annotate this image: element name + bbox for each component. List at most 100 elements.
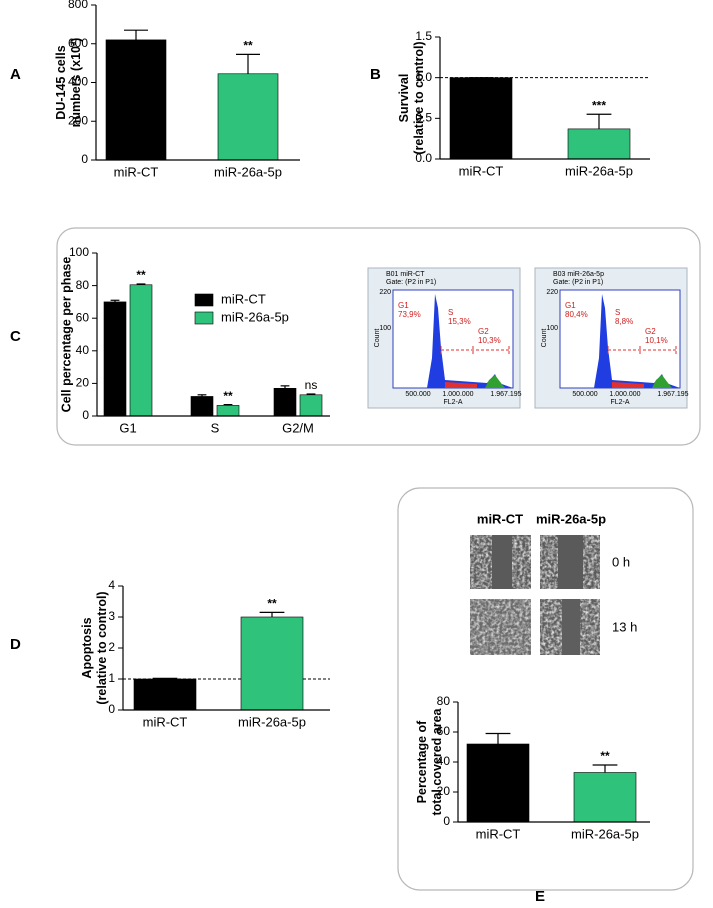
flow-plot-area xyxy=(392,289,514,389)
error-bar xyxy=(592,764,618,773)
y-axis-label: Cell percentage per phase xyxy=(59,257,73,413)
y-tick-label: 60 xyxy=(76,310,90,324)
significance: ** xyxy=(600,749,610,763)
flow-x-tick-label: 1.967.195 xyxy=(490,391,521,398)
panel-label: E xyxy=(535,888,545,905)
bar xyxy=(573,772,637,823)
flow-title: B03 miR-26a-5p xyxy=(553,271,604,278)
flow-title: B01 miR-CT xyxy=(386,271,425,278)
flow-phase-name: S xyxy=(448,308,453,317)
flow-x-label: FL2-A xyxy=(443,399,462,406)
panel-label: B xyxy=(370,66,381,83)
flow-gate: Gate: (P2 in P1) xyxy=(386,279,436,286)
flow-phase-percent: 10,3% xyxy=(478,336,501,345)
y-axis-label: numbers (x10³) xyxy=(69,38,83,128)
error-bar xyxy=(485,732,511,744)
x-tick-label: S xyxy=(211,420,220,435)
bar xyxy=(190,396,214,417)
flow-phase-percent: 15,3% xyxy=(448,317,471,326)
error-bar xyxy=(259,611,285,617)
y-tick-label: 2 xyxy=(108,640,115,654)
y-tick-label: 20 xyxy=(437,784,451,798)
bar xyxy=(466,743,530,823)
error-bar xyxy=(236,53,260,74)
y-tick-label: 40 xyxy=(76,343,90,357)
flow-phase-name: G2 xyxy=(645,327,656,336)
bar xyxy=(299,394,323,417)
y-tick-label: 100 xyxy=(69,245,89,259)
y-tick-label: 4 xyxy=(108,578,115,592)
y-axis-label: DU-145 cells xyxy=(54,45,68,119)
flow-x-tick-label: 500.000 xyxy=(405,391,430,398)
significance: ** xyxy=(223,389,233,403)
x-tick-label: miR-26a-5p xyxy=(571,826,639,841)
bar xyxy=(216,405,240,417)
flow-phase-name: S xyxy=(615,308,620,317)
y-axis-label: total covered area xyxy=(430,707,444,815)
flow-phase-percent: 8,8% xyxy=(615,317,633,326)
error-bar xyxy=(586,113,612,129)
flow-y-label: Count xyxy=(541,329,548,348)
bar xyxy=(129,284,153,417)
x-tick-label: miR-26a-5p xyxy=(565,163,633,178)
significance: *** xyxy=(592,98,606,112)
micrograph-row-label: 13 h xyxy=(612,619,637,634)
y-tick-label: 20 xyxy=(76,376,90,390)
x-tick-label: miR-26a-5p xyxy=(214,164,282,179)
bar xyxy=(103,301,127,417)
flow-s-phase xyxy=(612,382,644,388)
error-bar xyxy=(152,677,178,679)
y-axis-label: (relative to control) xyxy=(95,591,109,704)
panel-label: A xyxy=(10,66,21,83)
flow-phase-name: G2 xyxy=(478,327,489,336)
flow-x-tick-label: 500.000 xyxy=(572,391,597,398)
flow-y-tick-label: 220 xyxy=(546,289,558,296)
flow-y-tick-label: 220 xyxy=(379,289,391,296)
bar xyxy=(217,73,279,161)
panel-label: C xyxy=(10,328,21,345)
y-tick-label: 40 xyxy=(437,754,451,768)
x-tick-label: G2/M xyxy=(282,420,314,435)
x-tick-label: miR-CT xyxy=(459,163,504,178)
bar xyxy=(273,387,297,417)
legend-label: miR-CT xyxy=(221,291,266,306)
y-axis-label: Percentage of xyxy=(415,720,429,804)
flow-gates xyxy=(607,346,677,354)
x-tick-label: miR-CT xyxy=(143,714,188,729)
micrograph-row-label: 0 h xyxy=(612,554,630,569)
error-bar xyxy=(124,29,148,40)
y-axis-label: Apoptosis xyxy=(80,617,94,678)
error-bar xyxy=(223,403,233,406)
significance: ** xyxy=(267,597,277,611)
y-tick-label: 0 xyxy=(108,702,115,716)
micrographs xyxy=(470,535,600,655)
flow-s-phase xyxy=(445,382,477,388)
panel-e-frame xyxy=(397,487,694,891)
flow-gate: Gate: (P2 in P1) xyxy=(553,279,603,286)
flow-x-label: FL2-A xyxy=(610,399,629,406)
y-tick-label: 0.0 xyxy=(415,151,432,165)
flow-y-tick-label: 100 xyxy=(546,325,558,332)
significance: ** xyxy=(136,268,146,282)
flow-plot-area xyxy=(559,289,681,389)
error-bar xyxy=(136,283,146,285)
flow-phase-name: G1 xyxy=(565,301,576,310)
significance: ** xyxy=(243,39,253,53)
micrograph-column-label: miR-26a-5p xyxy=(536,511,606,526)
bar xyxy=(105,39,167,161)
y-axis-label: (relative to control) xyxy=(412,41,426,154)
flow-y-tick-label: 100 xyxy=(379,325,391,332)
y-tick-label: 1.0 xyxy=(415,70,432,84)
y-tick-label: 600 xyxy=(68,36,88,50)
y-tick-label: 800 xyxy=(68,0,88,11)
bar xyxy=(567,128,631,160)
flow-x-tick-label: 1.967.195 xyxy=(657,391,688,398)
flow-gates xyxy=(440,346,510,354)
flow-phase-percent: 10,1% xyxy=(645,336,668,345)
panel-c-frame xyxy=(56,227,701,446)
x-tick-label: G1 xyxy=(119,420,136,435)
error-bar xyxy=(197,394,207,397)
y-tick-label: 80 xyxy=(76,278,90,292)
